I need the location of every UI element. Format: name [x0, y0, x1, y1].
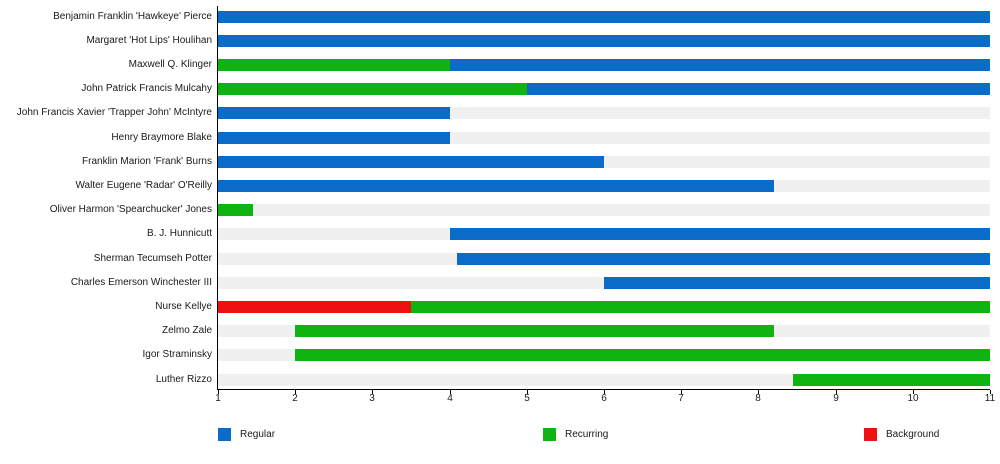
x-axis-line [217, 389, 990, 390]
row-track [218, 34, 990, 47]
bar-segment-regular [218, 131, 450, 144]
bar-segment-recurring [793, 373, 990, 386]
row-label: Nurse Kellye [155, 300, 212, 312]
x-tick-label: 11 [984, 393, 996, 404]
bar-segment-regular [218, 34, 990, 47]
x-tick-mark [527, 390, 528, 394]
bar-segment-recurring [295, 325, 774, 338]
row-track [218, 349, 990, 362]
row-label: Margaret 'Hot Lips' Houlihan [86, 34, 212, 46]
row-track [218, 58, 990, 71]
bar-segment-regular [526, 83, 990, 96]
row-label: John Patrick Francis Mulcahy [81, 83, 212, 95]
row-track [218, 155, 990, 168]
row-label: John Francis Xavier 'Trapper John' McInt… [16, 107, 212, 119]
bar-segment-regular [457, 252, 990, 265]
bar-segment-recurring [295, 349, 990, 362]
row-track [218, 300, 990, 313]
bar-segment-recurring [411, 300, 990, 313]
x-tick-mark [758, 390, 759, 394]
legend-label: Background [886, 428, 940, 440]
bar-segment-recurring [218, 204, 253, 217]
row-track [218, 228, 990, 241]
x-tick-label: 6 [601, 393, 607, 404]
row-label: Benjamin Franklin 'Hawkeye' Pierce [53, 10, 212, 22]
row-track [218, 107, 990, 120]
row-track [218, 179, 990, 192]
legend-item-background: Background [864, 427, 939, 441]
x-tick-mark [450, 390, 451, 394]
bar-segment-regular [218, 107, 450, 120]
row-track [218, 131, 990, 144]
row-label: Zelmo Zale [161, 325, 212, 337]
row-label: Sherman Tecumseh Potter [93, 252, 212, 264]
bar-segment-regular [449, 58, 990, 71]
bar-segment-regular [218, 10, 990, 23]
legend-swatch-recurring [543, 427, 556, 441]
bar-segment-background [218, 300, 411, 313]
legend-swatch-regular [218, 427, 231, 441]
x-tick-mark [604, 390, 605, 394]
y-axis-line [217, 6, 218, 390]
x-tick-mark [372, 390, 373, 394]
bar-segment-regular [218, 179, 774, 192]
row-track [218, 373, 990, 386]
bar-segment-regular [449, 228, 990, 241]
row-track [218, 204, 990, 217]
bar-segment-regular [604, 276, 990, 289]
x-tick-label: 10 [907, 393, 919, 404]
row-track [218, 83, 990, 96]
row-track [218, 325, 990, 338]
row-track [218, 10, 990, 23]
x-tick-label: 5 [524, 393, 530, 404]
row-label: Walter Eugene 'Radar' O'Reilly [75, 179, 212, 191]
x-tick-mark [913, 390, 914, 394]
bar-segment-recurring [218, 83, 527, 96]
row-track [218, 276, 990, 289]
row-label: Luther Rizzo [155, 373, 212, 385]
x-tick-mark [836, 390, 837, 394]
x-tick-label: 8 [755, 393, 761, 404]
legend-swatch-background [864, 427, 877, 441]
x-tick-label: 7 [678, 393, 684, 404]
legend-item-recurring: Recurring [543, 427, 608, 441]
row-track [218, 252, 990, 265]
bar-segment-recurring [218, 58, 450, 71]
x-tick-label: 1 [215, 393, 221, 404]
row-label: B. J. Hunnicutt [146, 228, 212, 240]
x-tick-mark [681, 390, 682, 394]
x-tick-mark [990, 390, 991, 394]
row-label: Henry Braymore Blake [111, 131, 212, 143]
row-label: Oliver Harmon 'Spearchucker' Jones [49, 204, 212, 216]
x-tick-label: 4 [447, 393, 453, 404]
legend-item-regular: Regular [218, 427, 275, 441]
legend-label: Recurring [565, 428, 609, 440]
x-tick-mark [218, 390, 219, 394]
x-tick-label: 2 [292, 393, 298, 404]
x-tick-label: 3 [369, 393, 375, 404]
row-label: Charles Emerson Winchester III [70, 276, 212, 288]
row-label: Franklin Marion 'Frank' Burns [82, 155, 212, 167]
x-tick-mark [295, 390, 296, 394]
row-label: Maxwell Q. Klinger [128, 58, 212, 70]
x-tick-label: 9 [833, 393, 839, 404]
bar-segment-regular [218, 155, 604, 168]
row-label: Igor Straminsky [142, 349, 212, 361]
legend-label: Regular [240, 428, 276, 440]
